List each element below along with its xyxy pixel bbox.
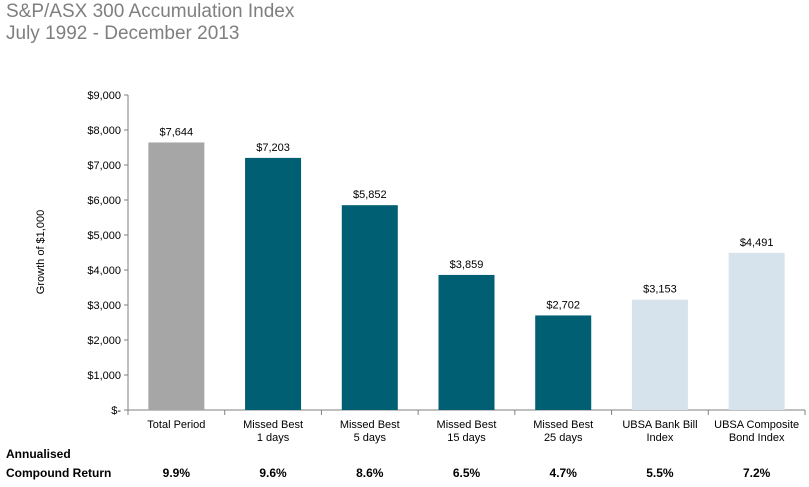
y-tick-label: $- [111, 405, 121, 417]
compound-return-value: 5.5% [646, 466, 674, 480]
bar [245, 157, 302, 410]
bar [438, 274, 495, 410]
x-tick-label: Total Period [147, 419, 205, 431]
x-tick-label: Bond Index [729, 432, 785, 444]
x-tick-label: Missed Best [533, 419, 593, 431]
x-tick-label: 5 days [354, 432, 387, 444]
x-tick-label: Missed Best [340, 419, 400, 431]
x-tick-label: 15 days [447, 432, 486, 444]
bar [341, 205, 398, 410]
compound-return-value: 6.5% [452, 466, 481, 480]
bar [148, 142, 205, 410]
y-tick-label: $7,000 [87, 160, 121, 172]
x-tick-label: 1 days [257, 432, 290, 444]
footer-label-compound-return: Compound Return [6, 466, 112, 480]
bar-value-label: $7,203 [256, 142, 290, 154]
chart-subtitle: July 1992 - December 2013 [6, 23, 240, 44]
footer-label-annualised: Annualised [6, 447, 71, 461]
bar-value-label: $3,859 [450, 259, 484, 271]
x-tick-label: UBSA Bank Bill [622, 419, 697, 431]
y-tick-label: $5,000 [87, 230, 121, 242]
x-tick-label: Missed Best [437, 419, 497, 431]
y-tick-label: $2,000 [87, 335, 121, 347]
chart-title: S&P/ASX 300 Accumulation Index [6, 1, 295, 22]
y-tick-label: $8,000 [87, 125, 121, 137]
bar-value-label: $3,153 [643, 284, 677, 296]
y-tick-label: $3,000 [87, 300, 121, 312]
bar-value-label: $7,644 [160, 126, 194, 138]
bar-value-label: $5,852 [353, 189, 387, 201]
x-tick-label: Missed Best [243, 419, 303, 431]
compound-return-value: 4.7% [549, 466, 577, 480]
compound-return-value: 9.9% [162, 466, 191, 480]
x-tick-label: UBSA Composite [714, 419, 799, 431]
bar-value-label: $4,491 [740, 237, 774, 249]
bar [631, 299, 688, 410]
y-tick-label: $1,000 [87, 370, 121, 382]
compound-return-value: 9.6% [259, 466, 287, 480]
x-tick-label: 25 days [544, 432, 583, 444]
y-axis-label: Growth of $1,000 [35, 210, 47, 294]
bar [535, 315, 592, 410]
x-tick-label: Index [646, 432, 673, 444]
bar [728, 252, 785, 410]
compound-return-value: 7.2% [742, 466, 771, 480]
compound-return-value: 8.6% [356, 466, 384, 480]
y-tick-label: $6,000 [87, 195, 121, 207]
y-tick-label: $9,000 [87, 90, 121, 102]
bar-value-label: $2,702 [546, 299, 580, 311]
y-tick-label: $4,000 [87, 265, 121, 277]
